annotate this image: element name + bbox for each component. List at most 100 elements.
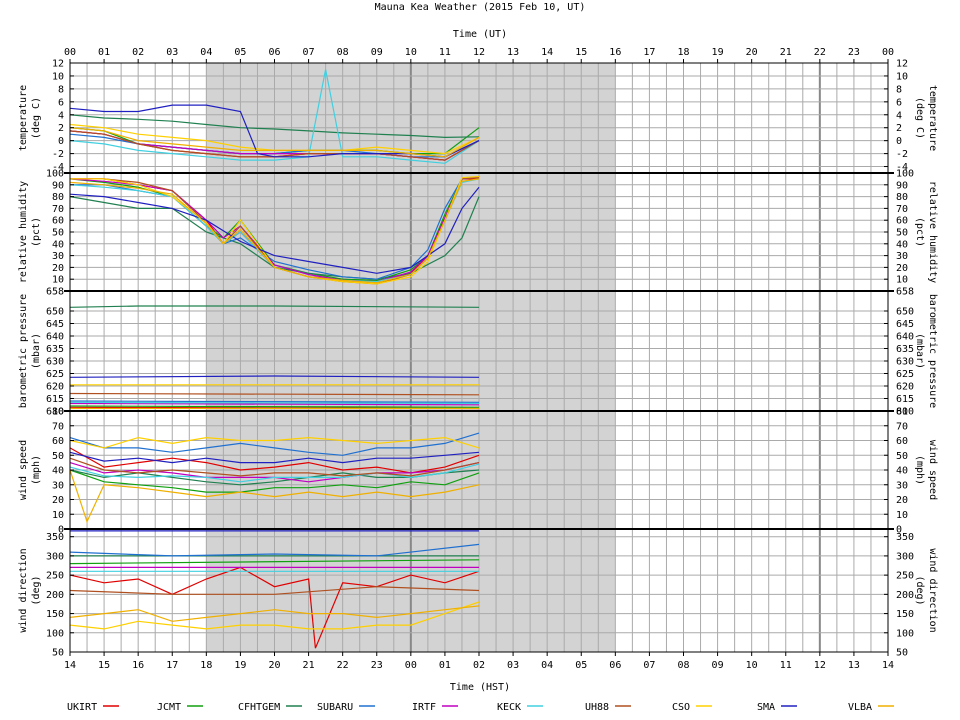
y-tick-label-right: 100 — [896, 169, 914, 180]
y-axis-label-line1: barometric pressure — [927, 294, 938, 408]
hst-tick-label: 02 — [473, 660, 485, 671]
ut-tick-label: 12 — [473, 47, 485, 58]
y-tick-label-right: 30 — [896, 251, 908, 262]
ut-tick-label: 18 — [677, 47, 689, 58]
y-tick-label: 10 — [52, 510, 64, 521]
hst-tick-label: 11 — [780, 660, 792, 671]
y-tick-label: 0 — [58, 525, 64, 536]
series-line-subaru — [69, 432, 480, 456]
y-tick-label: 200 — [46, 590, 64, 601]
y-tick-label-right: 60 — [896, 216, 908, 227]
hst-tick-label: 09 — [712, 660, 724, 671]
y-tick-label-right: 10 — [896, 71, 908, 82]
ut-tick-label: 23 — [848, 47, 860, 58]
series-line-ukirt — [69, 566, 480, 649]
legend-label: SMA — [757, 702, 775, 713]
y-tick-label: 50 — [52, 451, 64, 462]
y-tick-label-right: 630 — [896, 357, 914, 368]
hst-tick-label: 14 — [882, 660, 894, 671]
hst-tick-label: 18 — [200, 660, 212, 671]
legend-label: KECK — [497, 702, 521, 713]
y-tick-label-right: 2 — [896, 123, 902, 134]
series-line-irtf — [69, 177, 480, 283]
y-tick-label: 6 — [58, 97, 64, 108]
y-tick-label-right: 90 — [896, 180, 908, 191]
y-tick-label-right: -4 — [896, 162, 908, 173]
y-tick-label-right: 645 — [896, 319, 914, 330]
y-tick-label: 658 — [46, 287, 64, 298]
legend-label: JCMT — [157, 702, 181, 713]
y-tick-label-right: -2 — [896, 149, 908, 160]
y-axis-label-line1: relative humidity — [18, 181, 29, 283]
y-tick-label-right: 635 — [896, 344, 914, 355]
hst-tick-label: 17 — [166, 660, 178, 671]
ut-tick-label: 02 — [132, 47, 144, 58]
hst-tick-label: 08 — [677, 660, 689, 671]
y-tick-label: 640 — [46, 332, 64, 343]
hst-tick-label: 16 — [132, 660, 144, 671]
y-tick-label: 250 — [46, 571, 64, 582]
y-tick-label-right: 10 — [896, 510, 908, 521]
hst-tick-label: 06 — [609, 660, 621, 671]
series-line-keck — [69, 401, 480, 405]
y-tick-label: 0 — [58, 136, 64, 147]
y-tick-label: 300 — [46, 551, 64, 562]
series-line-keck — [69, 463, 480, 483]
hst-tick-label: 21 — [303, 660, 315, 671]
y-tick-label-right: 70 — [896, 421, 908, 432]
y-tick-label-right: 80 — [896, 407, 908, 418]
ut-tick-label: 08 — [337, 47, 349, 58]
y-axis-label-line2: (deg) — [914, 575, 925, 605]
y-tick-label-right: 50 — [896, 451, 908, 462]
hst-tick-label: 12 — [814, 660, 826, 671]
y-axis-label-right: wind speed(mph) — [914, 440, 938, 500]
ut-tick-label: 21 — [780, 47, 792, 58]
series-line-cso — [69, 436, 480, 449]
y-axis-label-line2: (mbar) — [914, 333, 925, 369]
y-axis-label-line1: relative humidity — [927, 181, 938, 283]
y-tick-label: -4 — [52, 162, 64, 173]
y-tick-label: 30 — [52, 251, 64, 262]
y-tick-label-right: 615 — [896, 394, 914, 405]
y-tick-label-right: 150 — [896, 609, 914, 620]
y-tick-label-right: 640 — [896, 332, 914, 343]
legend-label: VLBA — [848, 702, 872, 713]
ut-tick-label: 13 — [507, 47, 519, 58]
y-axis-label-right: temperature(deg C) — [914, 85, 938, 151]
series-line-sma — [69, 375, 480, 378]
y-tick-label: 20 — [52, 263, 64, 274]
ut-tick-label: 20 — [746, 47, 758, 58]
y-tick-label-right: 620 — [896, 382, 914, 393]
hst-tick-label: 20 — [268, 660, 280, 671]
y-tick-label-right: 20 — [896, 263, 908, 274]
series-line-cfhtgem — [69, 114, 480, 139]
bottom-axis-label: Time (HST) — [450, 682, 510, 693]
y-axis-label-left: barometric pressure (mbar) — [18, 294, 42, 408]
series-line-vlba — [69, 127, 480, 158]
y-tick-label-right: 80 — [896, 192, 908, 203]
y-tick-label: 100 — [46, 169, 64, 180]
y-tick-label-right: 6 — [896, 97, 902, 108]
y-tick-label-right: 610 — [896, 407, 914, 418]
y-axis-label-left: relative humidity (pct) — [18, 181, 42, 283]
y-tick-label: 625 — [46, 369, 64, 380]
y-tick-label: 645 — [46, 319, 64, 330]
y-axis-label-right: wind direction(deg) — [914, 548, 938, 632]
y-tick-label: 90 — [52, 180, 64, 191]
ut-tick-label: 15 — [575, 47, 587, 58]
hst-tick-label: 19 — [234, 660, 246, 671]
ut-tick-label: 11 — [439, 47, 451, 58]
series-line-irtf — [69, 402, 480, 406]
y-axis-label-line2: (mph) — [31, 455, 42, 485]
legend-label: CSO — [672, 702, 690, 713]
series-line-uh88 — [69, 457, 480, 477]
y-tick-label: 40 — [52, 239, 64, 250]
y-tick-label-right: 625 — [896, 369, 914, 380]
series-line-cfhtgem — [69, 305, 480, 308]
y-tick-label-right: 50 — [896, 228, 908, 239]
series-line-jcmt — [69, 469, 480, 493]
y-tick-label: -2 — [52, 149, 64, 160]
y-tick-label-right: 70 — [896, 204, 908, 215]
